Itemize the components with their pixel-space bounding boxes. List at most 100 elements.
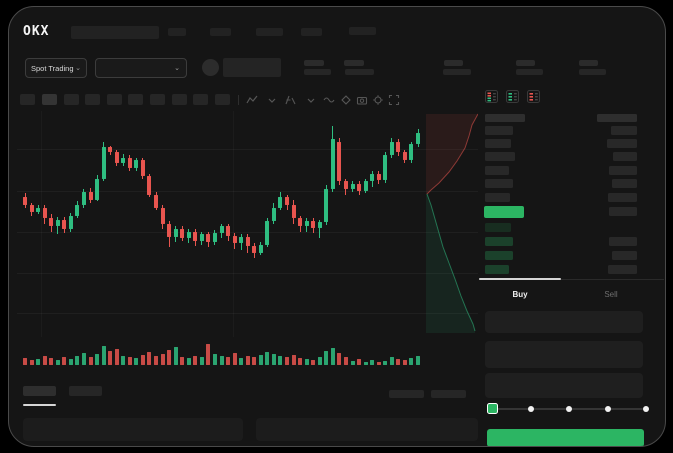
asks-book-view-icon[interactable] [527, 90, 540, 103]
tab-sell[interactable]: Sell [604, 290, 618, 299]
chevron-down-icon[interactable] [266, 94, 278, 106]
volume-bar [350, 361, 355, 365]
active-tab-indicator [479, 278, 561, 280]
bid-row-price[interactable] [485, 223, 511, 232]
slider-step-dot[interactable] [566, 406, 572, 412]
pair-dropdown[interactable]: ⌄ [95, 58, 187, 78]
volume-bar [180, 357, 185, 365]
volume-bar [173, 347, 178, 365]
candle [252, 246, 257, 253]
interval-button[interactable] [193, 94, 208, 105]
ask-row-amount [612, 179, 637, 188]
fullscreen-icon[interactable] [388, 94, 400, 106]
search-placeholder[interactable] [71, 26, 159, 39]
volume-bar [29, 360, 34, 365]
nav-item[interactable] [349, 27, 376, 35]
candle [330, 139, 335, 190]
slider-handle[interactable] [487, 403, 498, 414]
ask-row-price[interactable] [485, 152, 515, 161]
settings-icon[interactable] [372, 94, 384, 106]
volume-bar [402, 360, 407, 365]
bid-row-price[interactable] [485, 265, 509, 274]
market-type-dropdown[interactable]: Spot Trading ⌄ [25, 58, 87, 78]
active-bottom-tab-indicator [23, 404, 56, 406]
toolbar-divider [238, 95, 239, 105]
nav-item[interactable] [301, 28, 322, 36]
candle [298, 218, 303, 227]
ask-row-price[interactable] [485, 179, 513, 188]
order-book [9, 7, 665, 446]
combined-book-view-icon[interactable] [485, 90, 498, 103]
stat-label [579, 60, 598, 66]
interval-button[interactable] [215, 94, 230, 105]
interval-zigzag-icon[interactable] [246, 94, 258, 106]
ask-row-price[interactable] [485, 166, 509, 175]
nav-item[interactable] [210, 28, 231, 36]
coin-avatar [202, 59, 219, 76]
ask-row-amount [608, 193, 637, 202]
chevron-down-icon: ⌄ [174, 64, 180, 72]
candle [278, 197, 283, 208]
drawing-icon[interactable] [340, 94, 352, 106]
candle [134, 160, 139, 169]
volume-bar [160, 354, 165, 365]
bids-book-view-icon[interactable] [506, 90, 519, 103]
total-input[interactable] [485, 373, 643, 398]
candle [75, 205, 80, 216]
bid-row-price[interactable] [485, 251, 513, 260]
interval-button[interactable] [107, 94, 122, 105]
slider-step-dot[interactable] [604, 406, 611, 412]
interval-button[interactable] [42, 94, 57, 105]
stat-value [579, 69, 606, 75]
ask-row-price[interactable] [485, 139, 511, 148]
ask-row-price[interactable] [485, 126, 513, 135]
candle [23, 197, 27, 206]
candle [265, 221, 270, 245]
indicators-icon[interactable] [284, 94, 296, 106]
candle [219, 226, 224, 233]
candle [88, 192, 93, 200]
candle [311, 221, 316, 228]
volume-bar [127, 357, 132, 365]
price-input[interactable] [485, 311, 643, 333]
slider-step-dot[interactable] [527, 406, 534, 412]
volume-bar [252, 357, 257, 365]
candlestick-chart[interactable] [9, 7, 665, 446]
app-screen: OKX Spot Trading ⌄ ⌄ [8, 6, 666, 447]
stat-label [444, 60, 463, 66]
filter-placeholder[interactable] [389, 390, 424, 398]
chevron-down-icon[interactable] [305, 94, 317, 106]
interval-button[interactable] [64, 94, 79, 105]
candle [258, 244, 263, 253]
tab-buy[interactable]: Buy [512, 290, 528, 299]
candle [363, 181, 368, 191]
volume-bar [134, 358, 139, 365]
orders-tab[interactable] [23, 386, 56, 396]
pair-name-placeholder [223, 58, 281, 77]
nav-item[interactable] [256, 28, 283, 36]
interval-button[interactable] [172, 94, 187, 105]
filter-placeholder[interactable] [431, 390, 466, 398]
interval-button[interactable] [150, 94, 165, 105]
interval-button[interactable] [85, 94, 100, 105]
volume-bar [265, 352, 270, 365]
camera-icon[interactable] [356, 94, 368, 106]
amount-input[interactable] [485, 341, 643, 368]
interval-button[interactable] [20, 94, 35, 105]
bid-row-price[interactable] [485, 237, 513, 246]
candle [226, 226, 231, 236]
interval-button[interactable] [128, 94, 143, 105]
ask-row-price[interactable] [485, 193, 510, 202]
nav-item[interactable] [168, 28, 186, 36]
candle [180, 228, 185, 239]
slider-step-dot[interactable] [643, 406, 649, 412]
candle [376, 173, 381, 181]
candle [154, 194, 158, 208]
line-type-icon[interactable] [323, 94, 335, 106]
history-tab[interactable] [69, 386, 102, 396]
volume-bar [337, 353, 342, 365]
book-header-price [485, 114, 525, 122]
candle [245, 236, 250, 247]
volume-bar [285, 357, 289, 365]
buy-submit-button[interactable] [487, 429, 644, 446]
